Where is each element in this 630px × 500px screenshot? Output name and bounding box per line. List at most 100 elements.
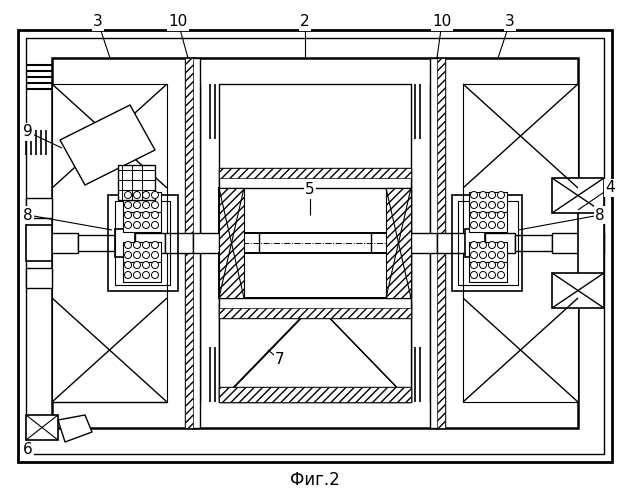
- Circle shape: [498, 262, 505, 268]
- Circle shape: [151, 252, 159, 258]
- Bar: [193, 84, 200, 402]
- Bar: [552, 273, 604, 308]
- Circle shape: [498, 242, 505, 248]
- Text: 5: 5: [305, 182, 315, 198]
- Bar: [123, 212, 161, 232]
- Bar: [552, 178, 604, 213]
- Circle shape: [488, 272, 496, 278]
- Circle shape: [151, 262, 159, 268]
- Circle shape: [471, 222, 478, 228]
- Polygon shape: [60, 105, 155, 185]
- Bar: [437, 233, 465, 253]
- Circle shape: [488, 252, 496, 258]
- Circle shape: [479, 272, 486, 278]
- Bar: [578, 198, 604, 288]
- Bar: [18, 30, 612, 462]
- Circle shape: [471, 212, 478, 218]
- Circle shape: [488, 212, 496, 218]
- Bar: [219, 308, 411, 318]
- Circle shape: [125, 212, 132, 218]
- Bar: [469, 262, 507, 282]
- Bar: [185, 58, 200, 428]
- Circle shape: [479, 212, 486, 218]
- Circle shape: [142, 192, 149, 198]
- Bar: [430, 58, 445, 428]
- Circle shape: [151, 222, 159, 228]
- Circle shape: [142, 212, 149, 218]
- Bar: [452, 195, 522, 291]
- Circle shape: [125, 242, 132, 248]
- Circle shape: [498, 212, 505, 218]
- Bar: [26, 38, 604, 454]
- Text: 3: 3: [93, 14, 103, 30]
- Bar: [437, 58, 578, 428]
- Bar: [458, 201, 518, 285]
- Circle shape: [134, 252, 140, 258]
- Circle shape: [142, 202, 149, 208]
- Bar: [187, 84, 193, 402]
- Bar: [219, 387, 411, 402]
- Circle shape: [479, 242, 486, 248]
- Circle shape: [134, 192, 140, 198]
- Circle shape: [471, 252, 478, 258]
- Text: Фиг.2: Фиг.2: [290, 471, 340, 489]
- Bar: [118, 165, 155, 200]
- Bar: [411, 84, 437, 402]
- Bar: [193, 402, 437, 428]
- Circle shape: [142, 222, 149, 228]
- Bar: [52, 84, 167, 402]
- Text: 4: 4: [605, 180, 615, 196]
- Circle shape: [471, 192, 478, 198]
- Bar: [219, 168, 411, 188]
- Bar: [219, 188, 244, 298]
- Bar: [123, 242, 161, 262]
- Bar: [469, 212, 507, 232]
- Circle shape: [151, 192, 159, 198]
- Text: 8: 8: [23, 208, 33, 222]
- Bar: [219, 298, 411, 318]
- Circle shape: [151, 242, 159, 248]
- Circle shape: [498, 202, 505, 208]
- Bar: [193, 233, 219, 253]
- Circle shape: [471, 242, 478, 248]
- Circle shape: [498, 252, 505, 258]
- Bar: [219, 188, 411, 233]
- Circle shape: [471, 272, 478, 278]
- Circle shape: [488, 192, 496, 198]
- Bar: [193, 58, 437, 84]
- Text: 3: 3: [505, 14, 515, 30]
- Circle shape: [498, 192, 505, 198]
- Circle shape: [479, 222, 486, 228]
- Bar: [437, 58, 445, 428]
- Bar: [463, 84, 578, 402]
- Bar: [123, 192, 161, 212]
- Circle shape: [142, 262, 149, 268]
- Bar: [411, 233, 437, 253]
- Bar: [469, 242, 507, 262]
- Bar: [26, 268, 52, 288]
- Bar: [115, 229, 135, 257]
- Circle shape: [488, 222, 496, 228]
- Polygon shape: [315, 303, 411, 402]
- Circle shape: [498, 272, 505, 278]
- Text: 2: 2: [300, 14, 310, 30]
- Bar: [469, 192, 507, 212]
- Text: 9: 9: [23, 124, 33, 140]
- Bar: [219, 84, 411, 402]
- Bar: [108, 195, 178, 291]
- Polygon shape: [58, 415, 92, 442]
- Polygon shape: [219, 303, 315, 402]
- Circle shape: [125, 262, 132, 268]
- Bar: [52, 58, 193, 84]
- Bar: [167, 84, 193, 402]
- Bar: [52, 402, 193, 428]
- Circle shape: [125, 192, 132, 198]
- Bar: [165, 233, 193, 253]
- Circle shape: [125, 222, 132, 228]
- Bar: [219, 188, 259, 298]
- Bar: [437, 402, 578, 428]
- Bar: [123, 262, 161, 282]
- Circle shape: [134, 222, 140, 228]
- Text: 7: 7: [275, 352, 285, 368]
- Circle shape: [142, 242, 149, 248]
